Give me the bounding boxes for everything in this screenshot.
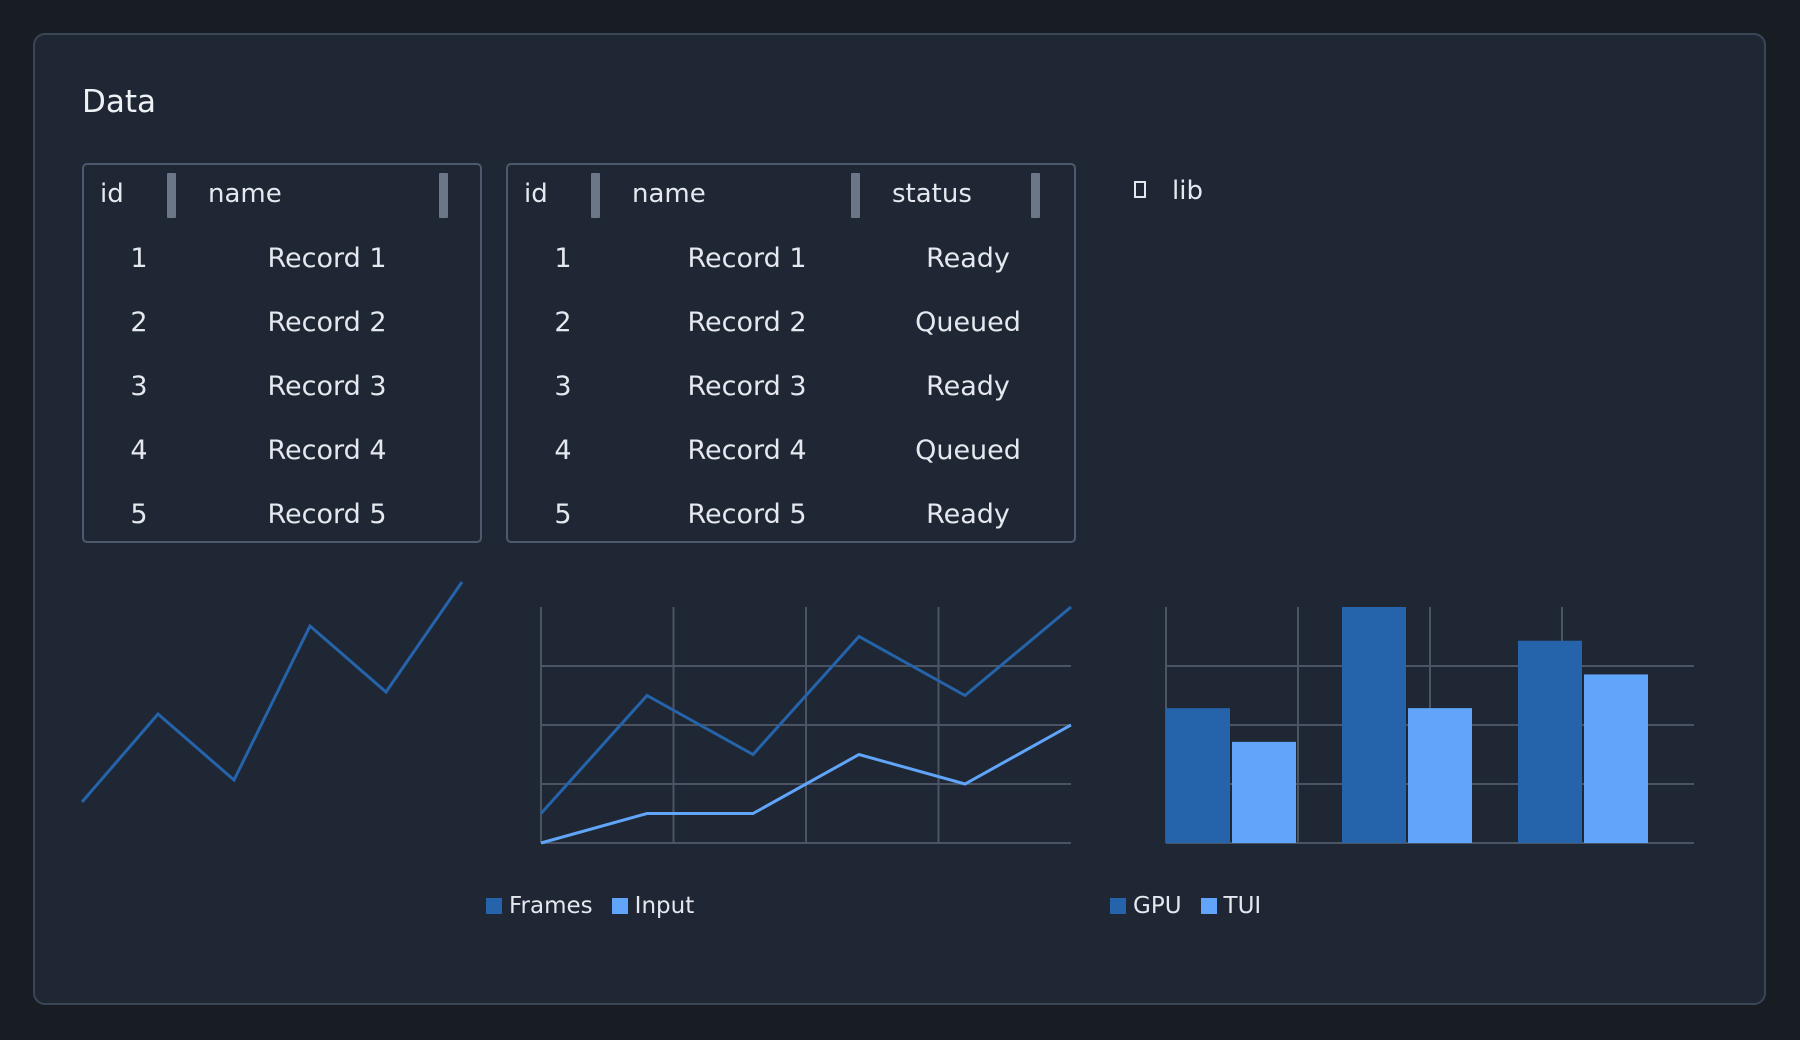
table-row[interactable]: 1 Record 1 Ready — [508, 243, 1074, 307]
table-cell-status: Queued — [915, 435, 1021, 466]
legend-item: GPU — [1110, 893, 1182, 919]
bar-tui-c — [1584, 674, 1648, 843]
table-cell-name: Record 4 — [267, 435, 387, 466]
table-cell-status: Ready — [926, 499, 1010, 530]
table-row[interactable]: 2 Record 2 — [84, 307, 480, 371]
table-cell-status: Ready — [926, 371, 1010, 402]
table-row[interactable]: 1 Record 1 — [84, 243, 480, 307]
table-cell-status: Ready — [926, 243, 1010, 274]
table-row[interactable]: 4 Record 4 Queued — [508, 435, 1074, 499]
table-cell-id: 1 — [130, 243, 148, 274]
chart-legend-bars: GPU TUI — [1110, 893, 1280, 919]
legend-swatch — [1110, 898, 1126, 914]
table-row[interactable]: 2 Record 2 Queued — [508, 307, 1074, 371]
panel-title: Data — [82, 84, 157, 120]
table-row[interactable]: 5 Record 5 — [84, 499, 480, 563]
series-line-frames — [539, 605, 1072, 815]
legend-swatch — [486, 898, 502, 914]
legend-item: Input — [611, 893, 695, 919]
table-cell-status: Queued — [915, 307, 1021, 338]
bar-gpu-c — [1518, 640, 1582, 843]
column-header-name[interactable]: name — [632, 179, 706, 209]
bar-tui-a — [1232, 741, 1296, 843]
column-resize-handle[interactable] — [591, 173, 600, 218]
table-cell-id: 5 — [554, 499, 572, 530]
records-table-status[interactable]: id name status 1 Record 1 Ready 2 Record 2 Qu… — [506, 163, 1076, 543]
table-header: id name status — [508, 165, 1074, 227]
legend-label: GPU — [1133, 893, 1182, 919]
table-cell-id: 3 — [130, 371, 148, 402]
bar-gpu-a — [1166, 708, 1230, 843]
tree-item-label: lib — [1172, 176, 1203, 206]
table-cell-id: 4 — [554, 435, 572, 466]
legend-item: TUI — [1200, 893, 1262, 919]
table-cell-name: Record 5 — [267, 499, 387, 530]
legend-label: TUI — [1223, 893, 1262, 919]
column-header-status[interactable]: status — [892, 179, 972, 209]
table-row[interactable]: 3 Record 3 — [84, 371, 480, 435]
column-header-id[interactable]: id — [524, 179, 548, 209]
table-header: id name — [84, 165, 480, 227]
table-cell-name: Record 2 — [687, 307, 807, 338]
column-resize-handle[interactable] — [167, 173, 176, 218]
folder-icon — [1134, 181, 1146, 198]
column-resize-handle[interactable] — [851, 173, 860, 218]
table-cell-name: Record 5 — [687, 499, 807, 530]
legend-swatch — [611, 898, 628, 914]
column-header-id[interactable]: id — [100, 179, 124, 209]
tree-item-lib[interactable]: lib — [1134, 176, 1203, 206]
legend-label: Frames — [509, 893, 593, 919]
table-cell-name: Record 4 — [687, 435, 807, 466]
table-cell-name: Record 1 — [687, 243, 807, 274]
table-row[interactable]: 3 Record 3 Ready — [508, 371, 1074, 435]
table-cell-id: 2 — [130, 307, 148, 338]
table-cell-id: 3 — [554, 371, 572, 402]
table-cell-name: Record 2 — [267, 307, 387, 338]
chart-legend-lines: Frames Input — [486, 893, 713, 919]
records-table-short[interactable]: id name 1 Record 1 2 Record 2 3 Record 3 4 Reco… — [82, 163, 482, 543]
bar-tui-b — [1408, 708, 1472, 843]
table-row[interactable]: 4 Record 4 — [84, 435, 480, 499]
series-line-trend — [80, 581, 464, 803]
table-cell-id: 2 — [554, 307, 572, 338]
column-resize-handle[interactable] — [1031, 173, 1040, 218]
table-cell-id: 4 — [130, 435, 148, 466]
legend-swatch — [1200, 898, 1217, 914]
table-cell-name: Record 3 — [267, 371, 387, 402]
table-cell-id: 1 — [554, 243, 572, 274]
column-resize-handle[interactable] — [439, 173, 448, 218]
table-cell-name: Record 3 — [687, 371, 807, 402]
bar-gpu-b — [1342, 607, 1406, 843]
table-cell-id: 5 — [130, 499, 148, 530]
series-line-input — [540, 723, 1072, 845]
legend-label: Input — [634, 893, 695, 919]
legend-item: Frames — [486, 893, 593, 919]
table-cell-name: Record 1 — [267, 243, 387, 274]
column-header-name[interactable]: name — [208, 179, 282, 209]
table-row[interactable]: 5 Record 5 Ready — [508, 499, 1074, 563]
